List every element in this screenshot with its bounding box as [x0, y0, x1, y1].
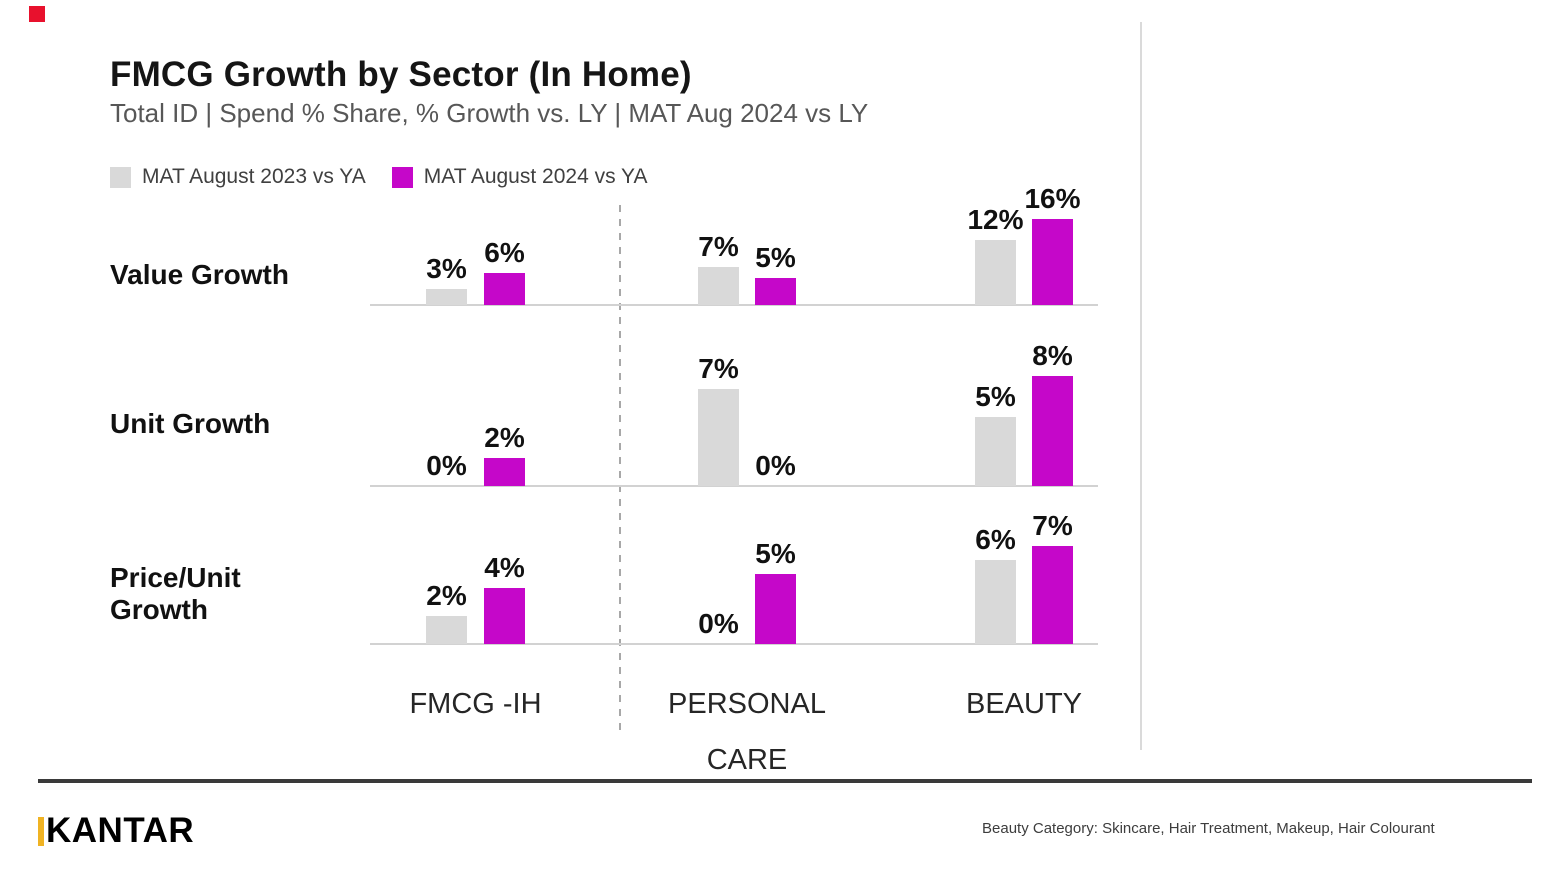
bar-value-growth-fmcg-ih-2024	[484, 273, 525, 305]
kantar-logo-gold-bar	[38, 816, 44, 846]
row-baseline-price-unit-growth	[370, 643, 1098, 645]
bar-label-value-growth-fmcg-ih-2023: 3%	[426, 253, 467, 284]
bar-label-unit-growth-fmcg-ih-2023: 0%	[426, 450, 467, 481]
legend-item-2023: MAT August 2023 vs YA	[110, 165, 366, 189]
bar-value-growth-fmcg-ih-2023	[426, 289, 467, 305]
kantar-logo-text: KANTAR	[46, 811, 195, 850]
bar-price-unit-growth-fmcg-ih-2024	[484, 588, 525, 644]
bar-label-unit-growth-beauty-2024: 8%	[1032, 340, 1073, 371]
page-subtitle: Total ID | Spend % Share, % Growth vs. L…	[110, 98, 869, 128]
legend-label-2024: MAT August 2024 vs YA	[423, 165, 648, 188]
page-title: FMCG Growth by Sector (In Home)	[110, 55, 692, 94]
bar-unit-growth-beauty-2024	[1032, 376, 1073, 486]
footnote-beauty-category: Beauty Category: Skincare, Hair Treatmen…	[982, 820, 1435, 837]
bar-label-unit-growth-fmcg-ih-2024: 2%	[484, 422, 525, 453]
right-border-line	[1140, 22, 1142, 750]
row-label-value-growth: Value Growth	[110, 259, 289, 290]
bar-label-value-growth-beauty-2024: 16%	[1024, 183, 1081, 214]
row-baseline-value-growth	[370, 304, 1098, 306]
bar-value-growth-beauty-2023	[975, 240, 1016, 305]
bar-label-price-unit-growth-beauty-2023: 6%	[975, 524, 1016, 555]
bar-price-unit-growth-fmcg-ih-2023	[426, 616, 467, 644]
bar-label-value-growth-personal-care-2024: 5%	[755, 242, 796, 273]
bar-price-unit-growth-beauty-2024	[1032, 546, 1073, 644]
bar-label-unit-growth-beauty-2023: 5%	[975, 381, 1016, 412]
bar-price-unit-growth-personal-care-2024	[755, 574, 796, 644]
red-corner-marker	[29, 6, 45, 22]
bar-label-unit-growth-personal-care-2023: 7%	[698, 353, 739, 384]
legend-item-2024: MAT August 2024 vs YA	[391, 165, 648, 189]
column-label-personal-care: PERSONAL CARE	[668, 688, 826, 776]
bar-label-value-growth-beauty-2023: 12%	[967, 204, 1024, 235]
column-label-beauty: BEAUTY	[965, 688, 1083, 720]
bar-label-unit-growth-personal-care-2024: 0%	[755, 450, 796, 481]
bar-value-growth-beauty-2024	[1032, 219, 1073, 305]
legend-swatch-2024	[391, 166, 413, 188]
bar-price-unit-growth-beauty-2023	[975, 560, 1016, 644]
bar-value-growth-personal-care-2024	[755, 278, 796, 305]
column-label-fmcg-ih: FMCG -IH	[409, 688, 542, 720]
bar-label-price-unit-growth-beauty-2024: 7%	[1032, 510, 1073, 541]
legend-swatch-2023	[110, 166, 131, 188]
bar-label-price-unit-growth-personal-care-2024: 5%	[755, 538, 796, 569]
bar-label-value-growth-personal-care-2023: 7%	[698, 231, 739, 262]
row-label-unit-growth: Unit Growth	[110, 408, 271, 439]
bar-label-price-unit-growth-fmcg-ih-2023: 2%	[426, 580, 467, 611]
bar-label-value-growth-fmcg-ih-2024: 6%	[484, 237, 525, 268]
bar-unit-growth-beauty-2023	[975, 417, 1016, 486]
legend: MAT August 2023 vs YA MAT August 2024 vs…	[110, 165, 674, 189]
row-label-price-unit-growth: Price/Unit Growth	[110, 562, 241, 625]
kantar-logo: KANTAR	[38, 811, 194, 851]
bar-value-growth-personal-care-2023	[698, 267, 739, 305]
bar-unit-growth-personal-care-2023	[698, 389, 739, 486]
bar-label-price-unit-growth-personal-care-2023: 0%	[698, 608, 739, 639]
bar-label-price-unit-growth-fmcg-ih-2024: 4%	[484, 552, 525, 583]
bar-unit-growth-fmcg-ih-2024	[484, 458, 525, 486]
legend-label-2023: MAT August 2023 vs YA	[142, 165, 366, 188]
footer-divider-rule	[38, 779, 1532, 783]
row-baseline-unit-growth	[370, 485, 1098, 487]
column-divider-dashed-line	[619, 205, 621, 737]
